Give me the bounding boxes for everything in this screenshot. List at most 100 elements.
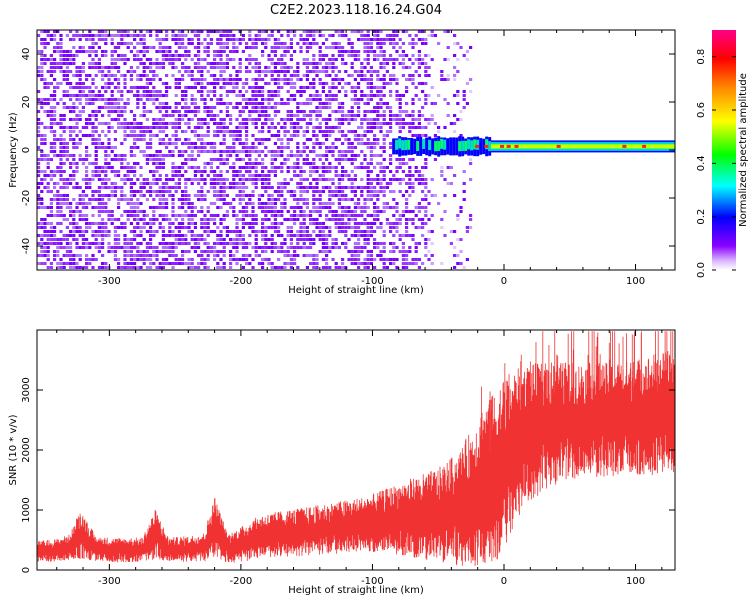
spectrogram-cell [229,186,233,189]
spectrogram-cell [113,58,117,61]
spectrogram-cell [241,210,245,213]
spectrogram-cell [113,234,117,237]
spectrogram-cell [392,46,396,49]
spectrogram-cell [449,166,453,169]
spectrogram-cell [427,238,431,241]
spectrogram-cell [254,70,258,73]
spectrogram-cell [331,214,335,217]
spectrogram-cell [331,98,335,101]
spectrogram-cell [245,214,249,217]
spectrogram-cell [261,30,265,33]
spectrogram-cell [53,214,57,217]
spectrogram-cell [213,118,217,121]
spectrogram-cell [225,78,229,81]
spectrogram-cell [107,114,111,117]
spectrogram-cell [360,186,364,189]
spectrogram-cell [200,142,204,145]
spectrogram-cell [213,94,217,97]
spectrogram-cell [37,122,41,125]
spectrogram-cell [56,242,60,245]
spectrogram-cell [219,126,223,129]
spectrogram-cell [376,122,380,125]
spectrogram-cell [424,246,428,249]
spectrogram-cell [289,30,293,33]
spectrogram-cell [222,202,226,205]
spectrogram-cell [405,226,409,229]
spectrogram-cell [280,70,284,73]
spectrogram-cell [241,34,245,37]
spectrogram-cell [120,266,124,269]
spectrogram-cell [120,114,124,117]
spectrogram-cell [414,166,418,169]
spectrogram-cell [286,170,290,173]
spectrogram-cell [165,50,169,53]
spectrogram-cell [209,214,213,217]
spectrogram-cell [200,118,204,121]
spectrogram-cell [331,202,335,205]
spectrogram-cell [241,198,245,201]
spectrogram-cell [104,50,108,53]
spectrogram-cell [209,146,213,149]
spectrogram-cell [353,222,357,225]
spectrogram-cell [277,182,281,185]
spectrogram-cell [53,30,57,33]
spectrogram-cell [174,118,178,121]
spectrogram-cell [213,174,217,177]
spectrogram-cell [65,54,69,57]
spectrogram-cell [184,210,188,213]
spectrogram-cell [270,46,274,49]
spectrogram-cell [40,42,44,45]
spectrogram-cell [273,198,277,201]
spectrogram-cell [222,82,226,85]
spectrogram-cell [251,210,255,213]
spectrogram-cell [325,234,329,237]
spectrogram-cell [181,214,185,217]
spectrogram-cell [267,54,271,57]
spectrogram-cell [107,198,111,201]
spectrogram-cell [69,154,73,157]
spectrogram-cell [430,254,434,257]
spectrogram-cell [305,146,309,149]
spectrogram-cell [289,194,293,197]
spectrogram-cell [328,246,332,249]
spectrogram-cell [357,254,361,257]
spectrogram-cell [190,210,194,213]
spectrogram-cell [305,246,309,249]
spectrogram-cell [315,30,319,33]
spectrogram-cell [289,178,293,181]
spectrogram-cell [161,250,165,253]
spectrogram-cell [184,86,188,89]
spectrogram-cell [155,126,159,129]
spectrogram-cell [334,42,338,45]
spectrogram-cell [110,98,114,101]
spectrogram-cell [254,170,258,173]
spectrogram-cell [366,258,370,261]
spectrogram-cell [145,198,149,201]
signal-onset-core [467,139,471,150]
spectrogram-cell [161,190,165,193]
spectrogram-cell [171,170,175,173]
spectrogram-cell [168,222,172,225]
spectrogram-cell [446,182,450,185]
spectrogram-cell [357,166,361,169]
spectrogram-cell [62,90,66,93]
spectrogram-cell [72,34,76,37]
spectrogram-cell [328,102,332,105]
spectrogram-cell [165,106,169,109]
spectrogram-cell [427,218,431,221]
spectrogram-cell [238,90,242,93]
spectrogram-cell [392,198,396,201]
spectrogram-cell [296,214,300,217]
spectrogram-cell [213,214,217,217]
spectrogram-cell [254,90,258,93]
spectrogram-cell [389,110,393,113]
spectrogram-cell [369,86,373,89]
spectrogram-cell [389,126,393,129]
spectrogram-cell [379,250,383,253]
spectrogram-cell [209,218,213,221]
spectrogram-cell [72,86,76,89]
spectrogram-cell [49,234,53,237]
spectrogram-cell [273,126,277,129]
spectrogram-cell [325,74,329,77]
